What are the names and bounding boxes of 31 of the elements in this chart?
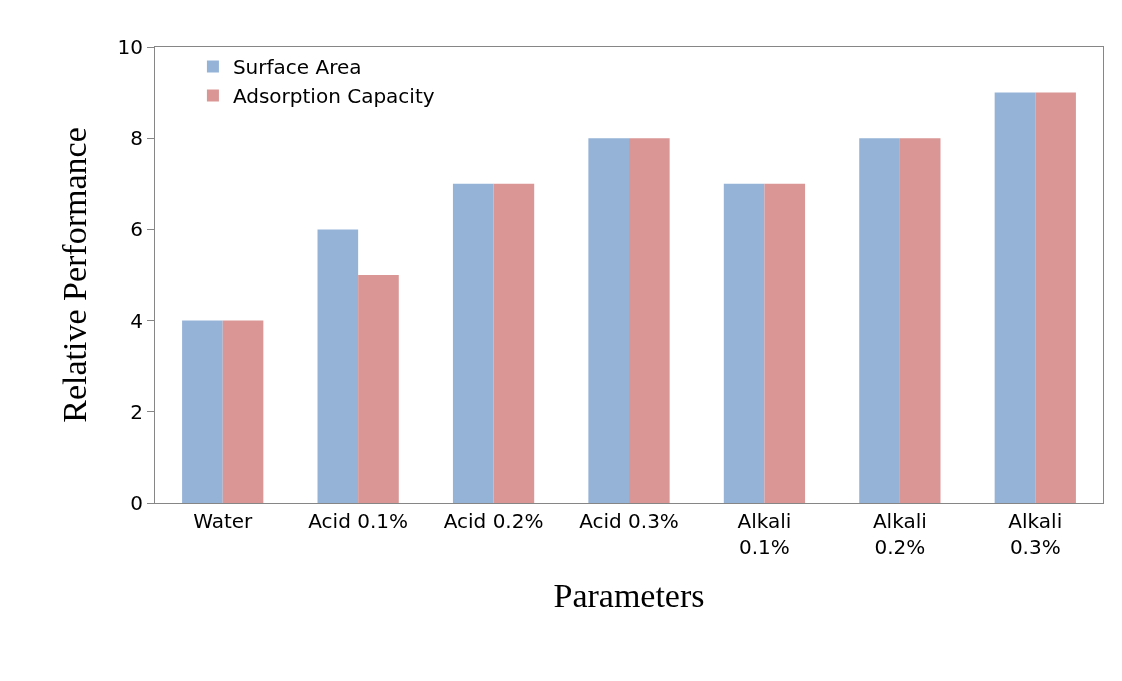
x-tick-label: Alkali 0.2% [872, 509, 927, 559]
x-tick-label: Water [193, 509, 254, 533]
bar [222, 320, 264, 503]
y-axis-title: Relative Performance [56, 127, 94, 423]
bar [723, 183, 765, 503]
bar [493, 183, 535, 503]
x-tick-label: Acid 0.2% [443, 509, 544, 533]
bar [994, 92, 1036, 503]
bar [859, 138, 900, 503]
bar [764, 183, 806, 503]
legend-label: Adsorption Capacity [232, 84, 435, 109]
bar [588, 138, 629, 503]
x-tick-label: Alkali 0.1% [737, 509, 792, 559]
bar [452, 183, 494, 503]
bar [317, 229, 359, 503]
x-tick-label: Alkali 0.3% [1008, 509, 1063, 559]
bar [182, 320, 223, 503]
legend-label: Surface Area [232, 55, 362, 80]
y-tick-label: 6 [130, 217, 143, 242]
y-tick-label: 2 [130, 399, 143, 424]
y-tick-label: 0 [130, 491, 143, 515]
x-axis-title: Parameters [553, 577, 705, 615]
y-tick-label: 10 [117, 35, 143, 59]
bar [358, 275, 399, 503]
x-tick-label: Acid 0.3% [579, 509, 679, 533]
x-tick-label: Acid 0.1% [308, 509, 409, 533]
bar [1035, 92, 1076, 503]
bar [899, 138, 941, 503]
y-tick-label: 8 [130, 126, 143, 151]
bar [629, 138, 670, 503]
y-tick-label: 4 [130, 308, 143, 333]
